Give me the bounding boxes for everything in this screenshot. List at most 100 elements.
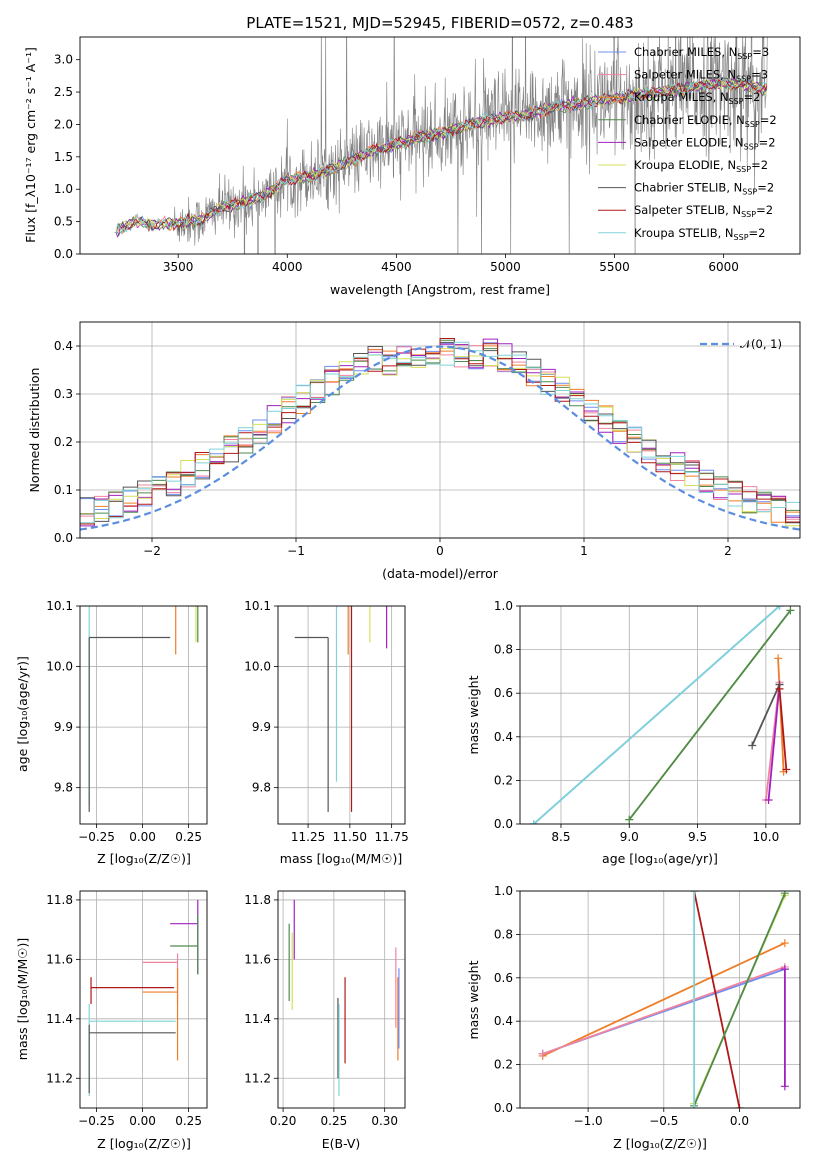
y-tick-label: 11.4 <box>46 1012 73 1026</box>
x-tick-label: 3500 <box>163 260 194 274</box>
data-point <box>748 741 757 750</box>
legend-tail: =2 <box>749 226 766 240</box>
legend-entry: Kroupa STELIB, NSSP=2 <box>634 226 765 242</box>
plot-area <box>288 899 400 1097</box>
x-tick-label: 0.20 <box>270 1114 297 1128</box>
y-tick-label: 1.5 <box>54 150 73 164</box>
plot-area <box>114 37 768 254</box>
y-tick-label: 10.1 <box>46 599 73 613</box>
y-axis-label: mass weight <box>466 675 481 754</box>
data-point <box>538 1049 547 1058</box>
data-point <box>735 1104 744 1108</box>
legend-tail: =2 <box>756 203 773 217</box>
legend-gaussian-label: 𝒩(0, 1) <box>740 337 782 351</box>
legend-text: Salpeter STELIB, N <box>634 203 741 217</box>
legend-entry: Kroupa ELODIE, NSSP=2 <box>634 158 768 174</box>
legend-subscript: SSP <box>744 142 759 151</box>
x-tick-label: 4500 <box>381 260 412 274</box>
y-axis-label: Normed distribution <box>27 368 42 493</box>
x-axis-label: age [log₁₀(age/yr)] <box>602 851 718 866</box>
legend-tail: =2 <box>757 181 774 195</box>
axes-frame <box>519 890 801 1109</box>
y-tick-label: 0.3 <box>54 387 73 401</box>
legend-text: Kroupa MILES, N <box>634 90 729 104</box>
gaussian-curve <box>80 345 800 531</box>
series-line <box>693 892 786 1107</box>
data-point <box>690 891 699 895</box>
series-model-chabrier-stelib <box>114 77 768 234</box>
x-tick-label: 5500 <box>599 260 630 274</box>
x-axis-label: wavelength [Angstrom, rest frame] <box>330 282 550 297</box>
x-tick-label: 1 <box>580 544 588 558</box>
axes-frame <box>79 321 801 539</box>
x-tick-label: −0.25 <box>78 830 115 844</box>
y-tick-label: 0.2 <box>494 773 513 787</box>
plot-area <box>88 606 199 812</box>
y-tick-label: 2.5 <box>54 85 73 99</box>
x-tick-label: 8.5 <box>551 830 570 844</box>
legend-tail: =2 <box>751 158 768 172</box>
legend-subscript: SSP <box>741 210 756 219</box>
x-tick-label: −1.0 <box>574 1114 603 1128</box>
data-point <box>775 684 784 693</box>
axes-frame <box>79 890 208 1109</box>
legend-subscript: SSP <box>745 120 760 129</box>
plot-area <box>294 606 388 812</box>
x-axis-label: E(B-V) <box>322 1136 361 1151</box>
y-tick-label: 0.8 <box>494 927 513 941</box>
y-tick-label: 0.4 <box>494 1014 513 1028</box>
y-tick-label: 9.8 <box>252 781 271 795</box>
x-axis-label: mass [log₁₀(M/M☉)] <box>280 851 402 866</box>
y-tick-label: 11.8 <box>46 893 73 907</box>
data-point <box>690 1104 699 1108</box>
legend-tail: =3 <box>752 45 769 59</box>
legend-tail: =2 <box>759 135 776 149</box>
y-tick-label: 0.5 <box>54 215 73 229</box>
data-point <box>775 606 784 610</box>
series-model-kroupa-stelib <box>114 76 768 236</box>
x-tick-label: 2 <box>724 544 732 558</box>
legend-text: Salpeter MILES, N <box>634 68 736 82</box>
series-line <box>542 966 786 1055</box>
plot-area <box>80 338 800 531</box>
series-line <box>693 891 741 1108</box>
y-tick-label: 0.8 <box>494 643 513 657</box>
x-tick-label: 0.25 <box>175 830 202 844</box>
y-tick-label: 10.1 <box>244 599 271 613</box>
legend-entry: Salpeter STELIB, NSSP=2 <box>634 203 773 219</box>
series-line <box>751 684 781 746</box>
axes-frame <box>519 605 801 825</box>
x-tick-label: 10.0 <box>752 830 779 844</box>
y-axis-label: age [log₁₀(age/yr)] <box>15 656 30 772</box>
y-tick-label: 1.0 <box>54 182 73 196</box>
y-tick-label: 1.0 <box>494 884 513 898</box>
y-tick-label: 2.0 <box>54 117 73 131</box>
y-tick-label: 0.2 <box>494 1058 513 1072</box>
data-point <box>782 765 791 774</box>
x-tick-label: −0.25 <box>78 1114 115 1128</box>
x-tick-label: 4000 <box>272 260 303 274</box>
legend-subscript: SSP <box>742 188 757 197</box>
y-tick-label: 0.4 <box>494 730 513 744</box>
legend-tail: =3 <box>751 68 768 82</box>
y-tick-label: 11.4 <box>244 1012 271 1026</box>
legend-entry: Chabrier STELIB, NSSP=2 <box>634 181 774 197</box>
y-tick-label: 0.4 <box>54 339 73 353</box>
x-tick-label: 0 <box>436 544 444 558</box>
x-tick-label: 0.25 <box>321 1114 348 1128</box>
legend-subscript: SSP <box>734 233 749 242</box>
y-tick-label: 10.0 <box>244 660 271 674</box>
data-point <box>780 891 789 898</box>
legend-text: Chabrier ELODIE, N <box>634 113 745 127</box>
series-line <box>542 942 786 1057</box>
y-tick-label: 11.6 <box>46 952 73 966</box>
y-tick-label: 3.0 <box>54 53 73 67</box>
data-point <box>774 654 783 663</box>
legend-entry: Kroupa MILES, NSSP=2 <box>634 90 760 106</box>
histogram-kroupa-stelib <box>80 341 800 524</box>
legend-subscript: SSP <box>729 97 744 106</box>
series-line <box>628 609 792 821</box>
x-tick-label: −1 <box>287 544 305 558</box>
chart-title: PLATE=1521, MJD=52945, FIBERID=0572, z=0… <box>246 14 633 32</box>
